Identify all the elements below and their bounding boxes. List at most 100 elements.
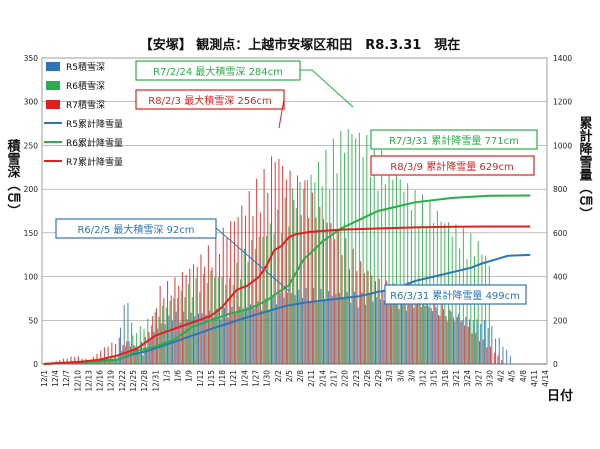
depth-bar (454, 321, 456, 364)
depth-bar (84, 363, 86, 364)
depth-bar (330, 223, 332, 364)
depth-bar (258, 236, 260, 364)
depth-bar (335, 294, 337, 364)
depth-bar (235, 312, 237, 364)
depth-bar (398, 309, 400, 364)
x-tick-label: 4/14 (541, 370, 550, 387)
depth-bar (413, 307, 415, 364)
depth-bar (414, 190, 416, 364)
depth-bar (167, 280, 169, 364)
chart-title: 【安塚】 観測点：上越市安塚区和田 R8.3.31 現在 (140, 37, 461, 53)
depth-bar (467, 326, 469, 364)
depth-bar (70, 356, 72, 364)
depth-bar (108, 360, 110, 364)
depth-bar (473, 256, 476, 364)
depth-bar (469, 319, 471, 364)
annotation-r7-cumulative: R7/3/31 累計降雪量 771cm (370, 129, 538, 150)
depth-bar (329, 189, 331, 364)
depth-bar (493, 352, 495, 364)
x-tick-label: 12/28 (140, 370, 149, 392)
depth-bar (339, 293, 341, 364)
depth-bar (397, 300, 399, 364)
depth-bar (101, 361, 103, 364)
y-left-tick-label: 0 (33, 360, 38, 369)
legend-label-r7-cum: R7累計降雪量 (66, 156, 123, 168)
depth-bar (103, 347, 105, 364)
x-tick-label: 12/31 (151, 370, 160, 392)
depth-bar (206, 282, 208, 364)
depth-bar (232, 284, 234, 364)
annotation-r8-cumulative: R8/3/9 累計降雪量 629cm (370, 155, 535, 176)
y-left-tick-label: 50 (28, 316, 38, 325)
depth-bar (322, 219, 325, 364)
depth-bar (435, 307, 437, 364)
depth-bar (158, 316, 160, 364)
depth-bar (314, 181, 316, 364)
cumulative-line (43, 253, 531, 365)
depth-bar (445, 315, 447, 364)
depth-bar (324, 298, 326, 364)
depth-bar (191, 297, 193, 364)
depth-bar (337, 229, 339, 364)
y-left-tick-label: 350 (24, 54, 39, 63)
depth-bar (221, 277, 223, 364)
depth-bar (482, 339, 484, 364)
annotation-r6-cumulative: R6/3/31 累計降雪量 499cm (384, 284, 527, 305)
y-right-tick-label: 800 (553, 185, 568, 194)
depth-bar (457, 313, 459, 364)
depth-bar (90, 362, 92, 364)
depth-bar (388, 160, 390, 364)
depth-bar (179, 322, 181, 364)
depth-bar (381, 149, 383, 364)
depth-bar (347, 129, 349, 364)
svg-text:R7/2/24 最大積雪深 284cm: R7/2/24 最大積雪深 284cm (153, 65, 283, 78)
x-tick-label: 4/8 (519, 370, 528, 382)
depth-bar (163, 298, 165, 364)
svg-text:R8/2/3 最大積雪深 256cm: R8/2/3 最大積雪深 256cm (148, 94, 271, 107)
depth-bar (201, 313, 203, 364)
depth-bar (465, 316, 467, 364)
depth-bar (228, 278, 230, 364)
depth-bar (267, 192, 269, 364)
depth-bar (123, 304, 125, 364)
depth-bar (488, 265, 490, 364)
depth-bar (327, 291, 329, 364)
depth-bar (316, 302, 318, 364)
legend-label-r7-depth: R7積雪深 (66, 99, 105, 111)
depth-bar (238, 306, 240, 364)
x-tick-label: 1/24 (240, 370, 249, 387)
depth-bar (251, 240, 253, 364)
depth-bar (74, 356, 76, 364)
depth-bar (471, 333, 473, 364)
depth-bar (59, 360, 61, 364)
depth-bar (459, 248, 461, 364)
depth-bar (334, 238, 336, 364)
depth-bar (289, 170, 291, 364)
x-tick-label: 3/15 (430, 370, 439, 387)
depth-bar (412, 298, 414, 364)
y-axis-left-ticks: 0 50 100 150 200 250 300 350 (24, 54, 39, 369)
depth-bar (119, 327, 122, 364)
depth-bar (298, 289, 300, 364)
depth-bar (351, 133, 353, 364)
legend: R5積雪深 R6積雪深 R7積雪深 R5累計降雪量 R6累計降雪量 R7累計降雪… (44, 61, 123, 168)
depth-bar (149, 338, 151, 364)
depth-bar (176, 297, 178, 364)
depth-bar (353, 291, 355, 364)
depth-bar (452, 317, 454, 364)
depth-bar (382, 290, 384, 364)
depth-bar (360, 261, 362, 364)
depth-bar (402, 297, 404, 364)
depth-bar (199, 292, 201, 364)
depth-bar (169, 300, 171, 364)
x-tick-label: 12/7 (62, 370, 71, 387)
x-tick-label: 3/9 (407, 370, 416, 382)
x-tick-label: 3/12 (419, 370, 428, 387)
depth-bar (184, 297, 186, 364)
x-tick-label: 3/21 (452, 370, 461, 387)
depth-bar (272, 295, 274, 364)
depth-bar (143, 329, 145, 364)
depth-bar (450, 311, 452, 364)
depth-bar (404, 298, 406, 364)
